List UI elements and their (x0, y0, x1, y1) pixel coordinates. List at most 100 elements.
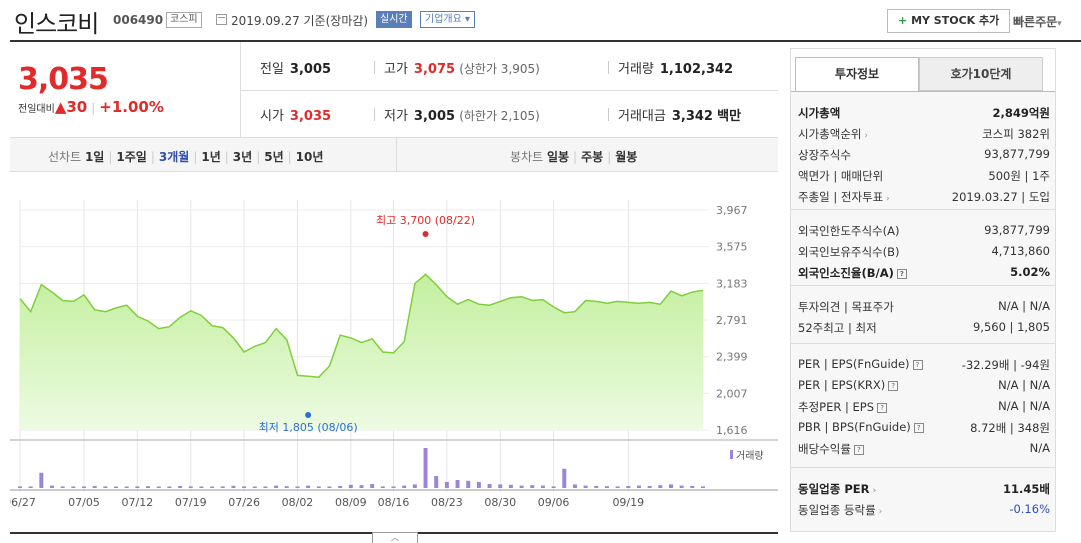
min-marker (305, 412, 312, 418)
y-tick-label: 1,616 (716, 424, 748, 437)
info-label: 추정PER | EPS? (798, 399, 888, 415)
candle-period-option[interactable]: 일봉 (546, 150, 570, 164)
collapse-chevron-up-icon[interactable]: ︿ (372, 532, 418, 543)
info-value: 93,877,799 (984, 223, 1050, 237)
separator (608, 61, 609, 74)
volume-bar (274, 485, 279, 488)
help-icon[interactable]: ? (913, 422, 924, 433)
add-mystock-button[interactable]: + MY STOCK 추가 (887, 9, 1011, 33)
info-row: 추정PER | EPS? N/A | N/A (798, 396, 1050, 417)
info-label: 시가총액 (798, 106, 841, 120)
volume-bar (178, 486, 183, 488)
y-tick-label: 3,575 (716, 241, 748, 254)
help-icon[interactable]: ? (896, 268, 907, 279)
info-label: 시가총액순위 › (798, 127, 868, 141)
help-icon[interactable]: ? (877, 402, 888, 413)
separator: | (256, 150, 261, 164)
low-label: 저가 (384, 109, 408, 124)
open-price: 시가 3,035 (260, 105, 331, 124)
line-period-option[interactable]: 3년 (232, 150, 253, 164)
plus-icon: + (898, 14, 908, 27)
price-line (19, 273, 704, 378)
info-label: 동일업종 등락률 › (798, 503, 883, 517)
tab-investment-info[interactable]: 투자정보 (795, 57, 919, 91)
volume-bar (188, 486, 193, 488)
y-tick-label: 3,183 (716, 277, 748, 290)
volume-bar (615, 486, 620, 488)
chevron-right-icon[interactable]: › (869, 486, 877, 496)
stock-code: 006490 (113, 13, 164, 27)
separator: | (91, 101, 96, 115)
realtime-button[interactable]: 실시간 (376, 11, 412, 28)
line-period-option[interactable]: 1일 (84, 150, 105, 164)
prev-close: 전일 3,005 (260, 58, 331, 77)
open-label: 시가 (260, 109, 284, 124)
volume-bar (391, 486, 396, 488)
info-value: 11.45배 (1003, 482, 1050, 496)
info-row: 외국인한도주식수(A) 93,877,799 (798, 220, 1050, 241)
line-period-option[interactable]: 10년 (295, 150, 324, 164)
chevron-right-icon[interactable]: › (875, 507, 883, 517)
info-value: N/A (1029, 441, 1050, 455)
volume-bar (412, 484, 417, 488)
info-value: 코스피 382위 (982, 127, 1050, 141)
info-row: 52주최고 | 최저 9,560 | 1,805 (798, 317, 1050, 338)
help-icon[interactable]: ? (912, 359, 923, 370)
help-icon[interactable]: ? (853, 444, 864, 455)
info-value: N/A | N/A (998, 399, 1050, 413)
quick-order-link[interactable]: 빠른주문▾ (1013, 13, 1062, 30)
x-tick-label: 07/19 (175, 496, 207, 509)
separator: | (607, 150, 612, 164)
info-row: PER | EPS(KRX)? N/A | N/A (798, 375, 1050, 396)
info-group: 동일업종 PER › 11.45배 동일업종 등락률 › -0.16% (791, 468, 1055, 532)
volume-bar (50, 485, 55, 488)
volume-bar (604, 486, 609, 488)
tab-order-book[interactable]: 호가10단계 (919, 57, 1043, 91)
chevron-right-icon[interactable]: › (883, 194, 890, 204)
change-label: 전일대비 (18, 104, 55, 115)
price-chart-svg: 3,967 3,575 3,183 2,791 2,399 2,007 1,616 최고 3,… (4, 200, 778, 509)
volume-bar (242, 486, 247, 488)
divider (396, 138, 397, 172)
info-label: 외국인보유주식수(B) (798, 245, 900, 259)
info-group: 외국인한도주식수(A) 93,877,799 외국인보유주식수(B) 4,713,86… (791, 210, 1055, 286)
volume-bar (359, 485, 364, 488)
company-overview-button[interactable]: 기업개요 ▾ (420, 11, 476, 28)
quote-panel: 3,035 전일대비▲30 | +1.00% 전일 3,005 고가 3,075 (상한… (10, 42, 778, 138)
candle-period-option[interactable]: 주봉 (581, 150, 604, 164)
volume-bar (39, 472, 44, 488)
line-period-option[interactable]: 1주일 (116, 150, 147, 164)
separator (608, 108, 609, 121)
info-row: 외국인보유주식수(B) 4,713,860 (798, 241, 1050, 262)
max-marker (422, 231, 429, 237)
value-label: 거래대금 (618, 109, 666, 124)
price-chart: 3,967 3,575 3,183 2,791 2,399 2,007 1,616 최고 3,… (4, 172, 778, 530)
low-value: 3,005 (413, 109, 456, 124)
info-row: 상장주식수 93,877,799 (798, 144, 1050, 165)
calendar-icon (216, 14, 227, 25)
volume-bar (530, 485, 535, 488)
line-period-option[interactable]: 5년 (264, 150, 284, 164)
line-period-option[interactable]: 1년 (201, 150, 221, 164)
upper-limit: (상한가 3,905) (459, 62, 540, 76)
high-label: 고가 (384, 62, 408, 77)
info-label: 주총일 | 전자투표 › (798, 190, 890, 204)
info-row: 시가총액순위 › 코스피 382위 (798, 123, 1050, 144)
trade-value: 거래대금 3,342 백만 (618, 105, 741, 124)
line-period-option[interactable]: 3개월 (158, 150, 190, 164)
volume: 거래량 1,102,342 (618, 58, 733, 77)
volume-bar (476, 482, 481, 488)
change-percent: +1.00% (99, 98, 164, 116)
volume-bar (82, 486, 87, 488)
chevron-right-icon[interactable]: › (861, 131, 868, 141)
y-tick-label: 2,007 (716, 387, 748, 400)
help-icon[interactable]: ? (888, 380, 899, 391)
y-tick-label: 2,399 (716, 351, 748, 364)
volume-value: 1,102,342 (659, 62, 734, 77)
chevron-down-icon: ▾ (465, 14, 471, 25)
candle-period-option[interactable]: 월봉 (615, 150, 638, 164)
separator: | (224, 150, 229, 164)
volume-bar (71, 486, 76, 488)
volume-bar (679, 485, 684, 488)
info-row: PER | EPS(FnGuide)? -32.29배 | -94원 (798, 354, 1050, 375)
